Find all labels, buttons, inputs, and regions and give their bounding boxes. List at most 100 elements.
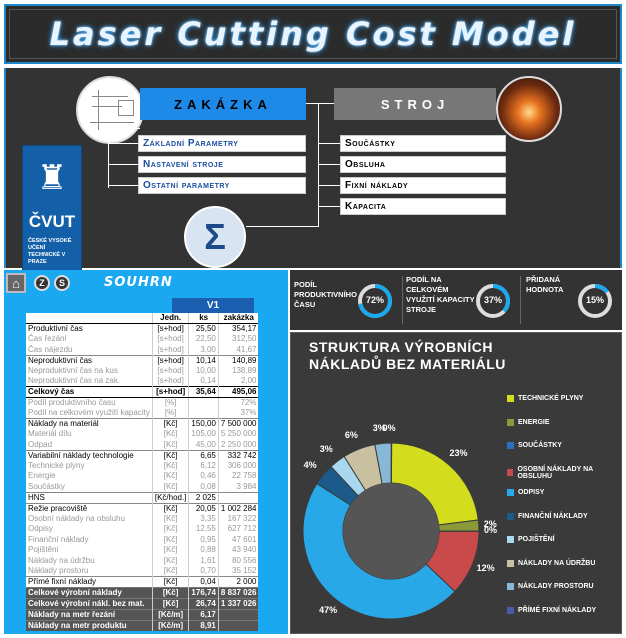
row-ks: 0,14 bbox=[188, 376, 219, 387]
legend-swatch bbox=[507, 512, 514, 520]
legend-swatch bbox=[507, 536, 514, 543]
kapacita-button[interactable]: Kapacita bbox=[340, 198, 506, 215]
zakladni-parametry-button[interactable]: Základní Parametry bbox=[138, 135, 306, 152]
row-name: Energie bbox=[28, 471, 56, 481]
sigma-summary-button[interactable]: Σ bbox=[184, 206, 246, 268]
kpi-capacity-share: Podíl na celkovém využití kapacity stroj… bbox=[404, 270, 518, 330]
table-row: Náklady prostoru [Kč] 0,70 35 152 bbox=[26, 566, 259, 577]
kpi-productive-time: Podíl produktivního času 72% bbox=[290, 270, 400, 330]
summary-table: Jedn. ks zakázka Produktivní čas [s+hod] 2… bbox=[26, 313, 259, 631]
row-unit: [Kč] bbox=[151, 449, 189, 461]
row-name: Pojištění bbox=[28, 545, 59, 555]
row-name: Přímé fixní náklady bbox=[26, 576, 153, 588]
row-name: Čas řezání bbox=[28, 334, 67, 344]
row-unit: [s+hod] bbox=[151, 376, 189, 387]
col-header-name bbox=[26, 313, 153, 324]
donut-slice bbox=[390, 442, 393, 484]
row-unit: [Kč] bbox=[151, 598, 189, 610]
legend-item: Přímé fixní náklady bbox=[507, 606, 597, 614]
z-button[interactable]: Z bbox=[34, 275, 50, 291]
legend-label: Finanční náklady bbox=[518, 512, 588, 520]
home-icon[interactable]: ⌂ bbox=[6, 273, 26, 293]
row-zakazka: 2 250 000 bbox=[217, 439, 259, 450]
sheet-nav-bar: ⌂ Z S SOUHRN bbox=[4, 270, 288, 296]
legend-item: Součástky bbox=[507, 442, 562, 449]
row-name: Náklady na metr řezání bbox=[26, 609, 153, 621]
row-zakazka: 2 000 bbox=[217, 576, 259, 588]
row-unit: [Kč/m] bbox=[151, 609, 189, 621]
kpi-value: 72% bbox=[365, 295, 384, 305]
donut-chart bbox=[302, 442, 480, 620]
s-button[interactable]: S bbox=[54, 275, 70, 291]
legend-label: Pojištění bbox=[518, 536, 555, 543]
table-row: Součástky [Kč] 0,08 3 984 bbox=[26, 481, 259, 492]
row-name: Podíl produktivního času bbox=[28, 398, 116, 407]
kpi-ring bbox=[578, 284, 612, 318]
kpi-label: Podíl produktivního času bbox=[294, 280, 357, 309]
row-name: Náklady prostoru bbox=[28, 566, 89, 575]
col-header-unit: Jedn. bbox=[151, 313, 189, 324]
row-unit: [Kč] bbox=[151, 439, 189, 450]
legend-swatch bbox=[507, 469, 514, 476]
table-row: Neproduktivní čas na kus [s+hod] 10,00 138,… bbox=[26, 365, 259, 376]
row-ks: 26,74 bbox=[188, 598, 219, 610]
legend-label: Osobní náklady na obsluhu bbox=[517, 465, 593, 480]
col-header-zakazka: zakázka bbox=[217, 313, 259, 324]
row-ks: 35,64 bbox=[188, 386, 219, 398]
cvut-logo: ♜ ČVUT ČESKÉ VYSOKÉ UČENÍ TECHNICKÉ V PR… bbox=[22, 145, 82, 273]
slice-label: 6% bbox=[344, 430, 358, 440]
row-unit: [%] bbox=[151, 397, 189, 408]
row-unit: [Kč] bbox=[151, 513, 189, 524]
fixni-naklady-button[interactable]: Fixní náklady bbox=[340, 177, 506, 194]
row-zakazka bbox=[217, 491, 259, 503]
stroj-header[interactable]: STROJ bbox=[334, 88, 496, 120]
row-name: Odpisy bbox=[28, 524, 53, 534]
row-zakazka: 306 000 bbox=[217, 460, 259, 471]
zakazka-header[interactable]: ZAKÁZKA bbox=[140, 88, 306, 120]
row-unit: [Kč] bbox=[151, 555, 189, 566]
legend-item: Náklady na údržbu bbox=[507, 559, 595, 567]
legend-swatch bbox=[507, 395, 514, 402]
row-ks: 0,46 bbox=[188, 471, 219, 482]
row-ks: 0,08 bbox=[188, 481, 219, 492]
row-name: Celkové výrobní náklady bbox=[26, 587, 153, 599]
row-name: Režie pracoviště bbox=[26, 502, 153, 514]
table-row: Náklady na materiál [Kč] 150,00 7 500 000 bbox=[26, 418, 259, 429]
row-unit: [Kč] bbox=[151, 502, 189, 514]
row-zakazka: 8 837 026 bbox=[217, 587, 259, 599]
table-row: Přímé fixní náklady [Kč] 0,04 2 000 bbox=[26, 576, 259, 588]
kpi-ring-fill bbox=[578, 284, 612, 318]
row-zakazka: 1 337 026 bbox=[217, 598, 259, 610]
row-ks: 176,74 bbox=[188, 587, 219, 599]
ostatni-parametry-button[interactable]: Ostatní parametry bbox=[138, 177, 306, 194]
row-name: Odpad bbox=[28, 439, 53, 449]
row-zakazka: 5 250 000 bbox=[217, 429, 259, 440]
table-row: Podíl produktivního času [%] 72% bbox=[26, 397, 259, 408]
row-ks: 150,00 bbox=[188, 418, 219, 429]
row-unit: [s+hod] bbox=[151, 344, 189, 355]
kpi-value: 37% bbox=[483, 295, 502, 305]
kpi-value: 15% bbox=[585, 295, 604, 305]
row-ks: 0,95 bbox=[188, 534, 219, 545]
row-ks: 6,17 bbox=[188, 609, 219, 621]
obsluha-button[interactable]: Obsluha bbox=[340, 156, 506, 173]
row-unit: [Kč] bbox=[151, 587, 189, 599]
legend-label: Přímé fixní náklady bbox=[518, 606, 597, 614]
kpi-added-value: Přidaná hodnota 15% bbox=[522, 270, 620, 330]
row-name: HNS bbox=[26, 491, 153, 503]
row-zakazka: 495,06 bbox=[217, 386, 259, 398]
legend-swatch bbox=[507, 606, 514, 614]
soucastky-button[interactable]: Součástky bbox=[340, 135, 506, 152]
slice-label: 0% bbox=[483, 525, 497, 536]
row-name: Součástky bbox=[28, 481, 65, 491]
row-name: Neproduktivní čas bbox=[26, 354, 153, 366]
row-ks: 10,14 bbox=[188, 354, 219, 366]
row-zakazka: 3 984 bbox=[217, 481, 259, 492]
row-ks: 1,61 bbox=[188, 555, 219, 566]
row-name: Technické plyny bbox=[28, 460, 85, 470]
logo-subtitle: ČESKÉ VYSOKÉ UČENÍ TECHNICKÉ V PRAZE bbox=[28, 238, 72, 265]
nastaveni-stroje-button[interactable]: Nastavení stroje bbox=[138, 156, 306, 173]
row-zakazka: 7 500 000 bbox=[217, 418, 259, 429]
top-panel: ZAKÁZKA STROJ Základní Parametry Nastave… bbox=[4, 68, 622, 273]
legend-swatch bbox=[507, 489, 514, 496]
